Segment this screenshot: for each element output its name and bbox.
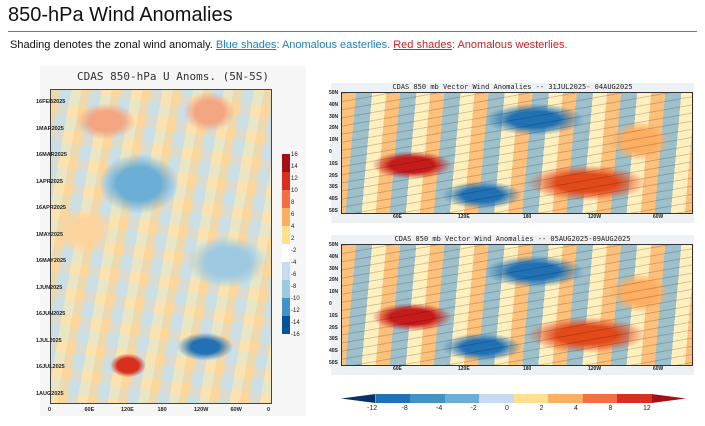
hovmoller-lon-label: 60W bbox=[230, 407, 242, 413]
map-lon-label: 60E bbox=[393, 366, 402, 372]
hovmoller-date-label: 1AUG2025 bbox=[36, 390, 64, 397]
red-shades-link[interactable]: Red shades bbox=[393, 39, 452, 51]
colorbar-label: 10 bbox=[291, 188, 298, 194]
map-colorbar-label: 2 bbox=[539, 405, 544, 412]
hovmoller-lon-label: 0 bbox=[48, 407, 52, 413]
colorbar-label: -12 bbox=[291, 308, 300, 314]
map-colorbar-label: -8 bbox=[401, 405, 408, 412]
colorbar-label: 6 bbox=[291, 212, 295, 218]
map-colorbar-label: -2 bbox=[470, 405, 477, 412]
colorbar-label: -16 bbox=[291, 332, 300, 338]
map-colorbar-label: 4 bbox=[574, 405, 578, 412]
colorbar-label: -4 bbox=[291, 260, 297, 266]
hovmoller-date-label: 1MAR2025 bbox=[36, 125, 64, 132]
hovmoller-lon-label: 0 bbox=[267, 407, 271, 413]
map-top-title: CDAS 850 mb Vector Wind Anomalies -- 31J… bbox=[392, 83, 633, 91]
hovmoller-lon-label: 60E bbox=[84, 407, 95, 413]
title-divider bbox=[8, 31, 697, 32]
map-lat-label: 40S bbox=[329, 196, 338, 203]
map-lat-label: 50N bbox=[329, 242, 339, 248]
map-lat-label: 40N bbox=[329, 101, 339, 108]
map-lon-label: 60W bbox=[653, 366, 664, 372]
hovmoller-date-label: 1MAY2025 bbox=[36, 231, 64, 238]
map-lat-label: 50S bbox=[329, 208, 338, 214]
caption: Shading denotes the zonal wind anomaly. … bbox=[10, 39, 568, 51]
hovmoller-date-label: 16JUN2025 bbox=[36, 311, 66, 317]
page-title: 850-hPa Wind Anomalies bbox=[8, 4, 233, 26]
colorbar-label: -14 bbox=[291, 320, 300, 326]
colorbar-label: 8 bbox=[291, 200, 295, 206]
map-lat-label: 20S bbox=[329, 172, 338, 179]
map-lat-label: 30S bbox=[329, 184, 338, 191]
hovmoller-date-label: 1APR2025 bbox=[36, 178, 63, 185]
westerlies-text: : Anomalous westerlies. bbox=[451, 39, 568, 51]
map-colorbar-label: -12 bbox=[367, 405, 378, 412]
map-lat-label: 40S bbox=[329, 348, 338, 355]
map-lat-label: 10N bbox=[329, 289, 339, 296]
colorbar-label: -8 bbox=[291, 284, 297, 290]
vector-wind-map-bottom: CDAS 850 mb Vector Wind Anomalies -- 05A… bbox=[329, 235, 694, 375]
colorbar-label: 4 bbox=[291, 224, 295, 230]
map-lat-label: 0 bbox=[329, 301, 332, 307]
map-top-plot bbox=[341, 92, 693, 214]
map-lon-label: 120E bbox=[458, 214, 470, 220]
hovmoller-date-label: 1JUL2025 bbox=[36, 337, 62, 344]
hovmoller-date-label: 16JUL2025 bbox=[36, 364, 65, 370]
colorbar-label: -2 bbox=[291, 248, 297, 254]
map-lat-label: 40N bbox=[329, 253, 339, 260]
map-lon-label: 180 bbox=[523, 366, 532, 372]
colorbar-label: -6 bbox=[291, 272, 297, 278]
hovmoller-lon-label: 120E bbox=[121, 407, 134, 413]
hovmoller-date-label: 1JUN2025 bbox=[36, 284, 63, 291]
map-lat-label: 30S bbox=[329, 336, 338, 343]
colorbar-label: 16 bbox=[291, 152, 298, 158]
map-lat-label: 0 bbox=[329, 149, 332, 155]
colorbar-label: 2 bbox=[291, 236, 295, 242]
map-lat-label: 10N bbox=[329, 137, 339, 144]
caption-text: Shading denotes the zonal wind anomaly. bbox=[10, 39, 216, 51]
hovmoller-date-label: 16APR2025 bbox=[36, 205, 66, 211]
hovmoller-date-label: 16FEB2025 bbox=[36, 99, 66, 105]
colorbar-label: 12 bbox=[291, 176, 298, 182]
blue-shades-link[interactable]: Blue shades bbox=[215, 39, 277, 51]
map-lon-label: 180 bbox=[523, 214, 532, 220]
hovmoller-plot bbox=[50, 89, 272, 404]
colorbar-label: 14 bbox=[291, 164, 298, 170]
map-lat-label: 10S bbox=[329, 312, 338, 319]
map-lon-label: 120W bbox=[588, 214, 602, 220]
hovmoller-figure: CDAS 850-hPa U Anoms. (5N-5S) 16FEB2025 1… bbox=[36, 66, 306, 416]
map-colorbar-label: -4 bbox=[436, 405, 443, 412]
colorbar-label: -10 bbox=[291, 296, 300, 302]
map-lat-label: 10S bbox=[329, 160, 338, 167]
vector-wind-map-top: CDAS 850 mb Vector Wind Anomalies -- 31J… bbox=[329, 83, 694, 223]
map-lat-label: 30N bbox=[329, 265, 339, 272]
hovmoller-title: CDAS 850-hPa U Anoms. (5N-5S) bbox=[76, 70, 270, 83]
map-lat-label: 20N bbox=[329, 125, 339, 132]
map-bottom-plot bbox=[341, 244, 693, 366]
map-lon-label: 120E bbox=[458, 366, 470, 372]
hovmoller-colorbar bbox=[282, 154, 290, 334]
map-lat-label: 20S bbox=[329, 324, 338, 331]
map-colorbar-label: 8 bbox=[608, 405, 613, 412]
map-lon-label: 120W bbox=[588, 366, 602, 372]
map-lon-label: 60W bbox=[653, 214, 664, 220]
map-bottom-title: CDAS 850 mb Vector Wind Anomalies -- 05A… bbox=[394, 235, 631, 243]
map-colorbar-label: 12 bbox=[643, 405, 651, 412]
hovmoller-date-label: 16MAY2025 bbox=[36, 258, 67, 264]
hovmoller-lon-label: 180 bbox=[157, 407, 167, 413]
map-colorbar bbox=[341, 394, 686, 403]
hovmoller-lon-label: 120W bbox=[194, 407, 209, 413]
hovmoller-date-label: 16MAR2025 bbox=[36, 152, 67, 158]
map-lat-label: 50N bbox=[329, 90, 339, 96]
easterlies-text: : Anomalous easterlies. bbox=[276, 39, 394, 51]
map-lon-label: 60E bbox=[393, 214, 402, 220]
map-lat-label: 50S bbox=[329, 360, 338, 366]
map-lat-label: 20N bbox=[329, 277, 339, 284]
map-lat-label: 30N bbox=[329, 113, 339, 120]
map-colorbar-label: 0 bbox=[505, 405, 509, 412]
